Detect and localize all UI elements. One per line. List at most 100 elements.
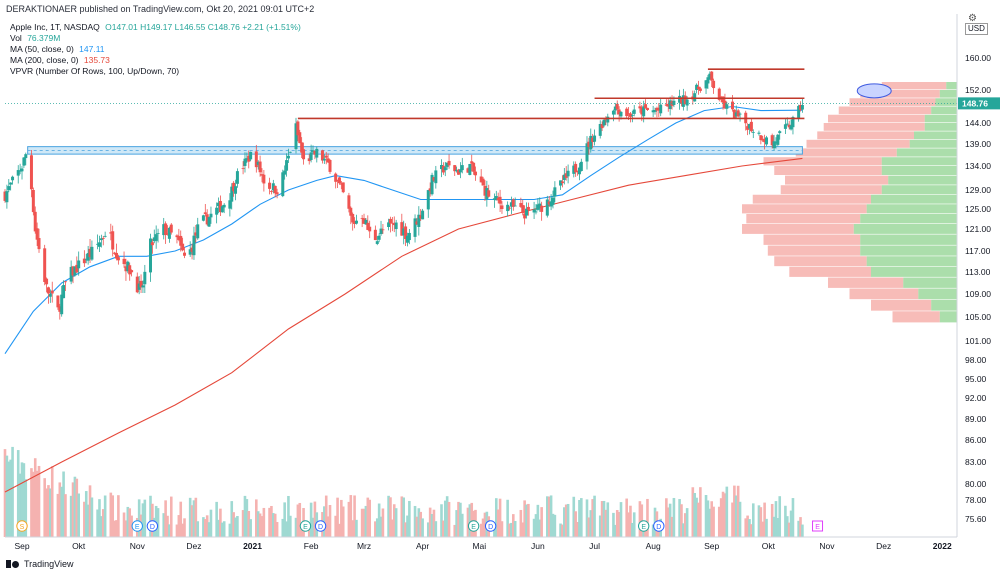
event-letter: E xyxy=(641,524,646,531)
candle-body xyxy=(101,237,105,239)
volume-bar xyxy=(394,508,398,537)
volume-bar xyxy=(538,519,542,537)
candle-body xyxy=(693,93,697,102)
volume-bar xyxy=(496,509,500,537)
candle-body xyxy=(704,80,708,89)
volume-bar xyxy=(219,508,222,537)
volume-bar xyxy=(406,515,409,537)
candle-body xyxy=(37,238,41,250)
volume-bar xyxy=(88,485,92,537)
volume-bar xyxy=(311,517,315,537)
volume-bar xyxy=(349,495,353,537)
volume-bar xyxy=(691,487,695,537)
event-circle xyxy=(653,520,665,532)
candle-body xyxy=(154,234,158,241)
legend-ma50-row: MA (50, close, 0) 147.11 xyxy=(10,44,301,55)
annotations[interactable] xyxy=(5,83,957,104)
candle-body xyxy=(474,171,478,176)
volume-bar xyxy=(77,493,80,537)
vpvr-up-bar xyxy=(881,185,957,195)
chart-legend: Apple Inc, 1T, NASDAQ O147.01 H149.17 L1… xyxy=(10,22,301,77)
candle-body xyxy=(368,226,372,232)
candle-body xyxy=(457,169,461,175)
candle-body xyxy=(506,204,510,212)
candle-body xyxy=(218,200,222,213)
volume-bar xyxy=(126,506,130,537)
time-axis[interactable]: Sep Okt Nov Dez 2021 Feb Mrz Apr Mai Jun Jul Aug Sep… xyxy=(5,536,957,551)
legend-ma200-label: MA (200, close, 0) xyxy=(10,55,79,65)
volume-bar xyxy=(270,505,273,537)
volume-bar xyxy=(379,516,383,537)
vpvr-up-bar xyxy=(860,245,957,256)
vpvr-down-bar xyxy=(763,157,882,166)
horizontal-lines[interactable] xyxy=(297,68,805,120)
candle-body xyxy=(141,285,145,288)
candle-body xyxy=(311,150,315,152)
candle-body xyxy=(58,306,62,312)
volume-bar xyxy=(73,476,77,537)
candle-body xyxy=(453,165,457,172)
candle-body xyxy=(375,241,379,244)
volume-bar xyxy=(100,516,103,537)
candle-body xyxy=(48,293,52,297)
volume-bar xyxy=(428,507,432,537)
vpvr-up-bar xyxy=(871,266,957,277)
candle-body xyxy=(249,151,253,160)
candle-body xyxy=(247,155,251,162)
candle-body xyxy=(22,157,26,166)
vpvr-down-bar xyxy=(849,288,919,300)
candle-body xyxy=(60,294,64,315)
candle-body xyxy=(413,218,417,237)
candle-body xyxy=(5,191,9,203)
volume-bar xyxy=(719,498,723,537)
candle-body xyxy=(86,253,90,261)
volume-bar xyxy=(455,510,458,537)
candle-body xyxy=(24,154,28,159)
volume-bar xyxy=(154,505,158,537)
volume-bar xyxy=(787,522,791,537)
vpvr-up-bar xyxy=(935,98,957,106)
settings-gear-icon[interactable]: ⚙ xyxy=(968,13,977,24)
volume-bar xyxy=(221,522,224,537)
volume-bar xyxy=(761,521,765,537)
candle-body xyxy=(194,232,198,236)
candle-body xyxy=(685,99,689,106)
candle-body xyxy=(789,125,793,130)
candle-body xyxy=(360,217,364,219)
volume-bar xyxy=(194,497,198,537)
time-tick-label: Aug xyxy=(646,541,661,551)
candle-body xyxy=(207,217,211,227)
vpvr-down-bar xyxy=(892,311,940,323)
price-axis[interactable]: 160.00 152.00 144.00 139.00 134.00 129.00 125.… xyxy=(956,14,1000,537)
volume-bar xyxy=(784,505,787,537)
volume-bar xyxy=(196,521,200,537)
support-zone[interactable] xyxy=(27,146,803,155)
volume-bar xyxy=(402,497,406,537)
volume-bar xyxy=(508,523,511,537)
tradingview-logo[interactable]: TradingView xyxy=(6,559,74,569)
volume-bar xyxy=(296,504,300,537)
volume-bar xyxy=(11,446,14,537)
candle-body xyxy=(540,205,544,212)
volume-bar xyxy=(47,485,50,537)
volume-bar xyxy=(602,500,606,537)
vpvr-down-bar xyxy=(795,148,897,157)
volume-bar xyxy=(413,505,417,537)
candle-body xyxy=(387,222,391,227)
candle-body xyxy=(43,248,47,282)
currency-label[interactable]: USD xyxy=(965,23,988,35)
time-tick-label: Nov xyxy=(130,541,146,551)
volume-bar xyxy=(736,485,740,537)
candle-body xyxy=(228,200,232,209)
event-letter: E xyxy=(815,524,820,531)
legend-ma200-row: MA (200, close, 0) 135.73 xyxy=(10,55,301,66)
candle-body xyxy=(400,222,404,236)
volume-bar xyxy=(340,499,343,537)
volume-bar xyxy=(606,502,610,537)
volume-bar xyxy=(710,501,714,537)
candle-body xyxy=(281,172,285,197)
volume-bar xyxy=(683,513,687,537)
volume-bar xyxy=(35,470,39,537)
